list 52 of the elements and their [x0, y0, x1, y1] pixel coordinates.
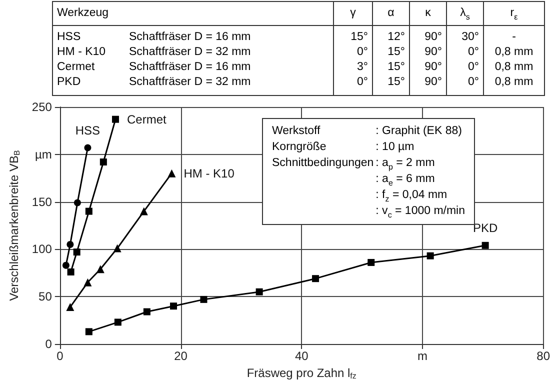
point: [200, 296, 208, 303]
point: [256, 288, 263, 296]
x-tick-label: 20: [174, 349, 188, 363]
point: [62, 262, 70, 269]
point: [84, 278, 92, 286]
y-axis-title: Verschleißmarkenbreite VBB: [7, 150, 22, 301]
text: Werkzeug γ α κ λ$_{s}$ r$_{ε}$: [57, 7, 518, 22]
series-label: HM - K10: [184, 166, 235, 180]
y-tick-label: 50: [38, 290, 52, 304]
point: [85, 208, 92, 215]
point: [113, 244, 122, 252]
text: Cermet Schaftfräser D = 16 mm 3° 15° 90° 0° 0,8 mm: [57, 61, 534, 73]
point: [143, 308, 150, 316]
point: [312, 275, 320, 282]
x-tick-label: m: [417, 349, 428, 363]
y-tick-label: 150: [32, 194, 52, 209]
point: [368, 258, 375, 266]
y-tick-label: 100: [32, 242, 52, 256]
point: [66, 240, 74, 248]
text: HSS Schaftfräser D = 16 mm 15° 12° 90° 30° -: [57, 31, 516, 43]
y-tick-label: 250: [32, 100, 52, 114]
series-label: PKD: [472, 220, 498, 235]
annotation: : v$_{c}$ = 1000 m/min: [376, 204, 466, 220]
text: HM - K10 Schaftfräser D = 32 mm 0° 15° 90° 0° 0,8 mm: [57, 46, 534, 58]
point: [112, 116, 120, 123]
text: Korngröße : 10 µm: [272, 141, 414, 153]
annotation: Schnittbedingungen : a$_{p}$ = 2 mm: [272, 156, 436, 172]
x-tick-label: 0: [56, 349, 64, 363]
text: Werkstoff : Graphit (EK 88): [272, 125, 462, 137]
point: [74, 199, 81, 206]
point: [140, 207, 148, 216]
x-tick-label: 80: [536, 349, 550, 363]
x-tick-label: 40: [294, 349, 309, 363]
y-tick-label: µm: [35, 147, 52, 162]
annotation: : f$_{z}$ = 0,04 mm: [376, 188, 448, 204]
point: [168, 169, 176, 178]
point: [100, 158, 107, 166]
point: [84, 144, 92, 152]
point: [66, 303, 74, 312]
text: PKD Schaftfräser D = 32 mm 0° 15° 90° 0° 0,8 mm: [57, 76, 534, 88]
point: [67, 268, 74, 276]
point: [73, 248, 80, 256]
point: [426, 252, 434, 260]
y-tick-label: 0: [45, 337, 52, 351]
series-label: Cermet: [127, 112, 168, 126]
point: [482, 242, 489, 249]
point: [85, 328, 92, 336]
point: [170, 302, 178, 310]
annotation: : a$_{e}$ = 6 mm: [376, 172, 436, 188]
point: [114, 318, 122, 326]
series-label: HSS: [75, 123, 100, 138]
point: [96, 265, 104, 274]
